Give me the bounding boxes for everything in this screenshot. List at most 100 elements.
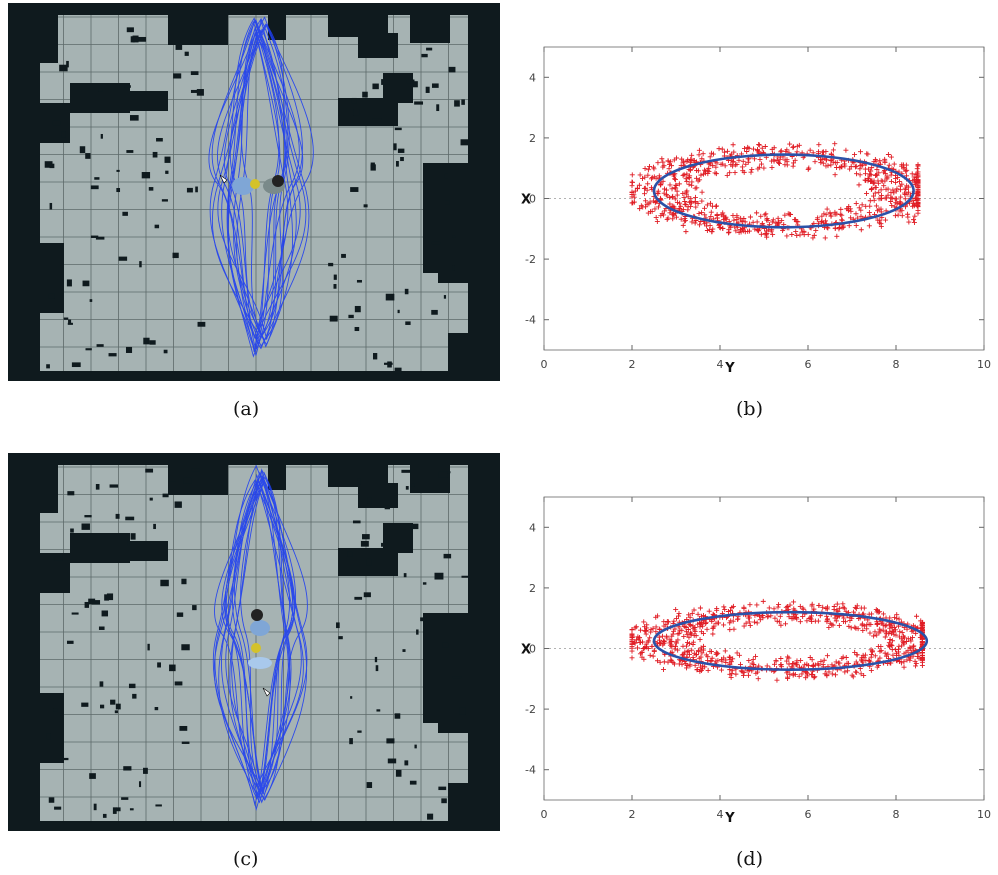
scatter-point — [648, 209, 654, 215]
scatter-point — [777, 613, 783, 619]
scatter-point — [885, 152, 891, 158]
scatter-point — [893, 650, 899, 656]
scatter-point — [859, 622, 865, 628]
scatter-point — [880, 611, 886, 617]
scatter-point — [912, 213, 918, 219]
scatter-point — [701, 647, 707, 653]
scatter-point — [813, 228, 819, 234]
scatter-point — [670, 660, 676, 666]
scatter-point — [712, 170, 718, 176]
scatter-point — [750, 219, 756, 225]
scatter-point — [706, 608, 712, 614]
scatter-point — [850, 674, 856, 680]
panel-label-b: (b) — [736, 398, 763, 420]
scatter-point — [860, 627, 866, 633]
scatter-point — [705, 171, 711, 177]
scatter-point — [732, 162, 738, 168]
scatter-point — [725, 230, 731, 236]
scatter-point — [901, 641, 907, 647]
scatter-point — [679, 627, 685, 633]
scatter-point — [905, 214, 911, 220]
scatter-point — [765, 613, 771, 619]
scatter-point — [647, 652, 653, 658]
scatter-point — [869, 649, 875, 655]
scatter-point — [795, 219, 801, 225]
scatter-point — [740, 672, 746, 678]
scatter-point — [643, 198, 649, 204]
scatter-point — [794, 233, 800, 239]
scatter-point — [772, 661, 778, 667]
scatter-point — [657, 659, 663, 665]
scatter-point — [883, 629, 889, 635]
scatter-point — [757, 156, 763, 162]
scatter-point — [685, 194, 691, 200]
scatter-point — [642, 191, 648, 197]
scatter-point — [756, 142, 762, 148]
scatter-point — [763, 211, 769, 217]
scatter-point — [717, 225, 723, 231]
scatter-point — [675, 647, 681, 653]
scatter-point — [661, 190, 667, 196]
scatter-point — [902, 196, 908, 202]
scatter-point — [762, 212, 768, 218]
scatter-point — [891, 624, 897, 630]
scatter-point — [705, 667, 711, 673]
scatter-point — [895, 175, 901, 181]
scatter-point — [820, 604, 826, 610]
scatter-point — [741, 215, 747, 221]
scatter-point — [696, 147, 702, 153]
y-tick-label: 4 — [529, 71, 536, 84]
scatter-point — [662, 186, 668, 192]
scatter-point — [660, 164, 666, 170]
scatter-point — [840, 601, 846, 607]
scatter-point — [797, 603, 803, 609]
scatter-point — [754, 602, 760, 608]
scatter-point — [676, 181, 682, 187]
scatter-point — [853, 163, 859, 169]
scatter-point — [730, 213, 736, 219]
scatter-point — [873, 158, 879, 164]
scatter-point — [835, 614, 841, 620]
scatter-point — [723, 657, 729, 663]
scatter-point — [734, 616, 740, 622]
scatter-point — [875, 607, 881, 613]
scatter-point — [834, 601, 840, 607]
scatter-point — [853, 222, 859, 228]
scatter-point — [899, 629, 905, 635]
scatter-point — [828, 213, 834, 219]
scatter-point — [736, 652, 742, 658]
scatter-point — [890, 652, 896, 658]
scatter-point — [651, 164, 657, 170]
scatter-point — [685, 157, 691, 163]
scatter-point — [729, 605, 735, 611]
scatter-point — [889, 643, 895, 649]
scatter-point — [897, 199, 903, 205]
scatter-point — [866, 166, 872, 172]
scatter-point — [716, 620, 722, 626]
cursor-arrow — [219, 174, 228, 184]
scatter-point — [722, 648, 728, 654]
y-tick-label: 0 — [529, 643, 536, 656]
scatter-point — [901, 664, 907, 670]
scatter-point — [883, 217, 889, 223]
scatter-point — [771, 606, 777, 612]
scatter-point — [765, 614, 771, 620]
scatter-point — [697, 624, 703, 630]
scatter-point — [839, 217, 845, 223]
y-tick-label: 2 — [529, 132, 536, 145]
scatter-point — [710, 163, 716, 169]
scatter-point — [803, 675, 809, 681]
scatter-point — [695, 649, 701, 655]
scatter-point — [894, 186, 900, 192]
scatter-point — [835, 660, 841, 666]
scatter-point — [843, 619, 849, 625]
scatter-point — [796, 673, 802, 679]
scatter-point — [722, 215, 728, 221]
scatter-point — [727, 607, 733, 613]
scatter-point — [629, 179, 635, 185]
x-axis-label: Y — [724, 361, 735, 376]
scatter-point — [740, 158, 746, 164]
scatter-point — [629, 191, 635, 197]
scatter-point — [826, 669, 832, 675]
scatter-point — [698, 172, 704, 178]
